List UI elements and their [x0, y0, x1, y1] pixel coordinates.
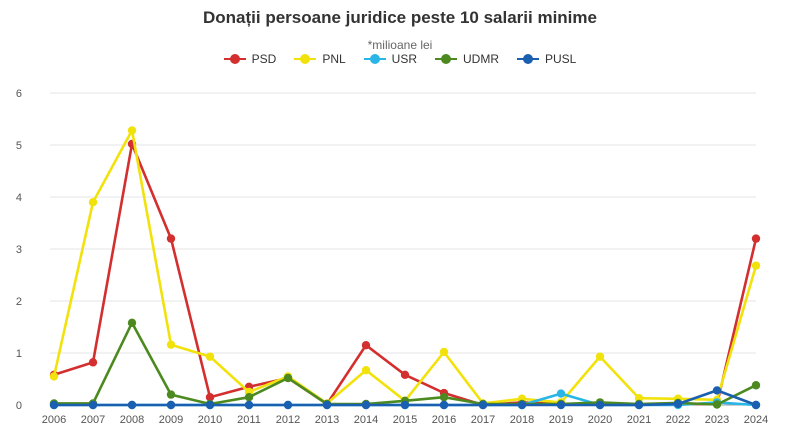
data-point-pnl [751, 261, 761, 270]
x-tick-label: 2009 [159, 414, 183, 426]
x-tick-label: 2012 [276, 414, 300, 426]
data-point-pusl [556, 400, 566, 410]
data-point-pnl [439, 347, 449, 357]
data-point-pusl [166, 400, 176, 410]
legend-swatch-udmr [435, 52, 457, 66]
legend-label-usr: USR [391, 52, 417, 66]
legend-item-usr[interactable]: USR [363, 52, 417, 66]
legend-item-udmr[interactable]: UDMR [435, 52, 499, 66]
legend-label-udmr: UDMR [463, 52, 499, 66]
legend: PSD PNL USR UDMR PUSL [0, 52, 800, 66]
data-point-udmr [751, 381, 761, 390]
data-point-pusl [205, 400, 215, 410]
x-tick-label: 2013 [315, 414, 339, 426]
data-point-udmr [283, 373, 293, 383]
data-point-pnl [205, 352, 215, 361]
data-point-pusl [361, 400, 371, 410]
data-point-psd [88, 358, 98, 367]
data-point-udmr [439, 393, 449, 402]
x-tick-label: 2021 [627, 414, 651, 426]
data-point-pnl [166, 340, 176, 349]
data-point-pusl [439, 400, 449, 410]
data-point-pnl [361, 365, 371, 375]
data-point-udmr [166, 390, 176, 399]
y-tick-label: 1 [16, 348, 22, 360]
x-tick-label: 2008 [120, 414, 144, 426]
x-tick-label: 2024 [744, 414, 768, 426]
data-point-udmr [712, 400, 722, 409]
chart-title: Donații persoane juridice peste 10 salar… [203, 8, 597, 27]
y-tick-label: 5 [16, 140, 22, 152]
data-point-pusl [322, 400, 332, 410]
legend-swatch-usr [363, 52, 386, 66]
x-tick-label: 2019 [549, 414, 573, 426]
x-tick-label: 2017 [471, 414, 495, 426]
data-point-pusl [673, 399, 683, 409]
data-point-pnl [595, 352, 605, 361]
data-point-pusl [712, 386, 722, 395]
legend-swatch-pusl [517, 52, 539, 66]
y-tick-label: 4 [16, 192, 22, 204]
data-point-psd [166, 234, 176, 243]
y-tick-label: 2 [16, 296, 22, 308]
legend-label-psd: PSD [251, 52, 277, 66]
data-point-pusl [88, 400, 98, 410]
x-tick-label: 2023 [705, 414, 729, 426]
series-line-udmr [54, 321, 757, 406]
x-tick-label: 2011 [237, 414, 261, 426]
data-point-pusl [400, 400, 410, 410]
data-point-pnl [88, 198, 98, 207]
data-point-psd [205, 393, 215, 402]
data-point-pusl [751, 400, 761, 410]
legend-swatch-psd [223, 52, 246, 66]
x-tick-label: 2007 [81, 414, 105, 426]
data-point-pusl [127, 400, 137, 410]
legend-item-pnl[interactable]: PNL [294, 52, 346, 66]
x-tick-label: 2022 [666, 414, 690, 426]
data-point-udmr [127, 318, 137, 328]
data-point-pusl [634, 400, 644, 410]
data-point-pnl [49, 372, 59, 381]
chart-subtitle: *milioane lei [367, 38, 433, 52]
data-point-usr [556, 389, 566, 398]
data-point-pusl [49, 400, 59, 410]
x-tick-label: 2014 [354, 414, 378, 426]
x-tick-label: 2016 [432, 414, 456, 426]
y-tick-label: 3 [16, 244, 22, 256]
legend-label-pnl: PNL [322, 52, 346, 66]
series-line-pnl [52, 129, 758, 405]
data-point-pusl [244, 400, 254, 410]
legend-label-pusl: PUSL [545, 52, 577, 66]
data-point-pnl [127, 126, 137, 135]
data-point-psd [400, 370, 410, 380]
data-point-psd [361, 341, 371, 350]
x-tick-label: 2018 [510, 414, 534, 426]
legend-swatch-pnl [294, 52, 317, 66]
data-point-pusl [283, 400, 293, 410]
y-tick-label: 0 [16, 400, 22, 412]
x-tick-label: 2006 [42, 414, 66, 426]
data-point-pusl [517, 400, 527, 410]
data-point-pusl [595, 400, 605, 410]
data-point-pusl [478, 400, 488, 410]
x-tick-label: 2010 [198, 414, 222, 426]
x-tick-label: 2020 [588, 414, 612, 426]
legend-item-pusl[interactable]: PUSL [517, 52, 576, 66]
legend-item-psd[interactable]: PSD [223, 52, 277, 66]
data-point-psd [751, 234, 761, 243]
data-point-udmr [244, 393, 254, 402]
y-tick-label: 6 [16, 88, 22, 100]
x-tick-label: 2015 [393, 414, 417, 426]
